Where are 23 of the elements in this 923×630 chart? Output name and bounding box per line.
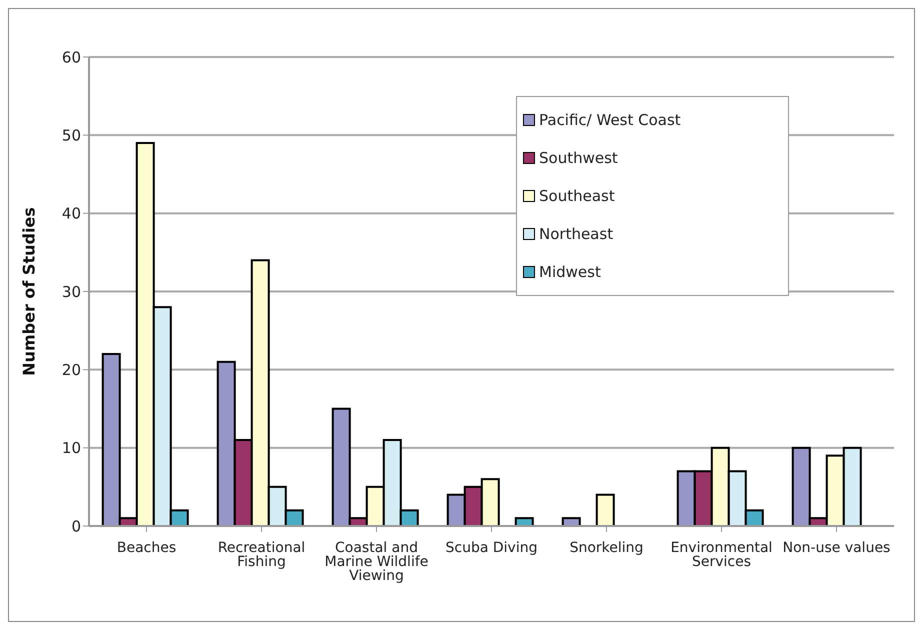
- x-tick-label: Environmental Services: [670, 540, 772, 570]
- x-tick-label: Beaches: [116, 540, 176, 556]
- y-tick-label: 50: [62, 126, 81, 144]
- y-tick-label: 20: [62, 360, 81, 379]
- bar: [596, 494, 615, 526]
- bar: [514, 517, 534, 526]
- legend-label: Northeast: [539, 225, 614, 243]
- y-tick-label: 30: [62, 282, 81, 301]
- y-tick-label: 60: [62, 48, 81, 66]
- bar: [562, 517, 581, 526]
- y-tick-label: 40: [62, 204, 81, 223]
- x-tick-label: Scuba Diving: [446, 540, 538, 556]
- legend-label: Pacific/ West Coast: [539, 111, 681, 129]
- x-tick-label: Coastal and Marine Wildlife Viewing: [324, 540, 428, 584]
- legend-label: Southwest: [539, 149, 618, 167]
- y-tick-label: 0: [71, 517, 81, 536]
- x-tick-label: Non-use values: [782, 540, 890, 556]
- x-tick-label: Recreational Fishing: [218, 540, 306, 570]
- legend-label: Midwest: [539, 263, 601, 281]
- legend-label: Southeast: [539, 187, 615, 205]
- x-tick-label: Snorkeling: [570, 540, 644, 556]
- y-tick-label: 10: [62, 439, 81, 458]
- y-axis-title: Number of Studies: [20, 207, 39, 376]
